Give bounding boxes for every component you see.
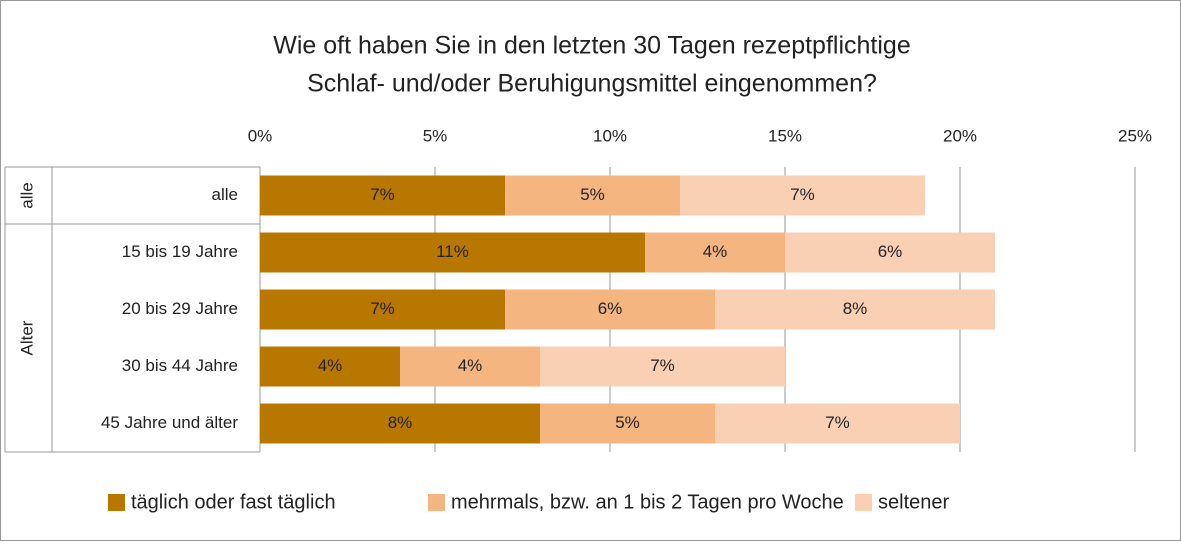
value-label: 7% <box>790 185 815 204</box>
chart-subtitle: Schlaf- und/oder Beruhigungsmittel einge… <box>307 70 877 98</box>
value-label: 8% <box>843 299 868 318</box>
value-label: 8% <box>388 413 413 432</box>
bar-segment <box>260 175 505 216</box>
value-label: 5% <box>580 185 605 204</box>
y-tick-label: alle <box>212 185 238 204</box>
value-label: 6% <box>878 242 903 261</box>
bar-segment <box>540 346 785 387</box>
bar-segment <box>785 232 995 273</box>
bar-segment <box>400 346 540 387</box>
legend-label: seltener <box>878 491 949 513</box>
bar-segment <box>260 232 645 273</box>
bar-segment <box>260 403 540 444</box>
x-tick-label: 5% <box>423 126 448 145</box>
x-tick-label: 15% <box>768 126 802 145</box>
legend-label: mehrmals, bzw. an 1 bis 2 Tagen pro Woch… <box>451 491 844 513</box>
legend-label: täglich oder fast täglich <box>131 491 336 513</box>
x-tick-label: 20% <box>943 126 977 145</box>
value-label: 4% <box>318 356 343 375</box>
value-label: 11% <box>436 242 469 261</box>
value-label: 7% <box>370 185 395 204</box>
y-tick-label: 15 bis 19 Jahre <box>122 242 238 261</box>
group-label: Alter <box>17 320 36 355</box>
bar-segment <box>505 289 715 330</box>
x-tick-label: 25% <box>1118 126 1152 145</box>
y-tick-label: 20 bis 29 Jahre <box>122 299 238 318</box>
y-tick-label: 30 bis 44 Jahre <box>122 356 238 375</box>
bar-segment <box>540 403 715 444</box>
bar-segment <box>680 175 925 216</box>
value-label: 5% <box>615 413 640 432</box>
bar-segment <box>715 289 995 330</box>
chart-title: Wie oft haben Sie in den letzten 30 Tage… <box>273 32 910 60</box>
value-label: 7% <box>825 413 850 432</box>
value-label: 7% <box>370 299 395 318</box>
value-label: 6% <box>598 299 623 318</box>
legend-swatch <box>108 494 125 511</box>
bar-segment <box>505 175 680 216</box>
bar-segment <box>260 289 505 330</box>
value-label: 7% <box>650 356 675 375</box>
bar-segment <box>715 403 960 444</box>
x-tick-label: 10% <box>593 126 627 145</box>
legend-swatch <box>855 494 872 511</box>
y-tick-label: 45 Jahre und älter <box>101 413 238 432</box>
legend-swatch <box>428 494 445 511</box>
value-label: 4% <box>703 242 728 261</box>
bar-segment <box>645 232 785 273</box>
x-tick-label: 0% <box>248 126 273 145</box>
bar-segment <box>260 346 400 387</box>
value-label: 4% <box>458 356 483 375</box>
group-label: alle <box>17 182 36 208</box>
